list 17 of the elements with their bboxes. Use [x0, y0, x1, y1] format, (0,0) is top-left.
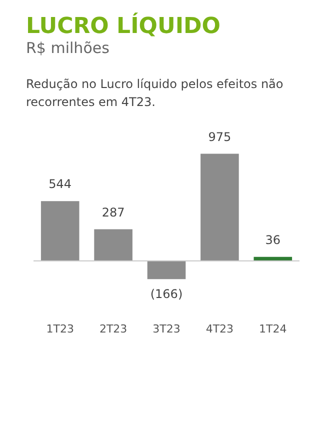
x-tick-label: 2T23 — [99, 322, 128, 336]
data-label: 544 — [48, 177, 72, 192]
chart-subtitle: R$ milhões — [26, 39, 110, 57]
bar — [147, 260, 186, 280]
data-label: 36 — [265, 233, 281, 248]
bar — [200, 154, 239, 261]
data-label: (166) — [150, 287, 183, 302]
data-label: 287 — [102, 205, 125, 220]
bar — [40, 201, 80, 261]
x-tick-label: 1T23 — [46, 322, 74, 336]
x-tick-label: 4T23 — [206, 322, 234, 336]
text: Redução no Lucro líquido pelos efeitos não recorrentes em 4T23. — [26, 76, 284, 111]
bar — [94, 229, 132, 261]
x-tick-label: 3T23 — [152, 322, 180, 336]
data-label: 975 — [208, 130, 232, 144]
chart-title: LUCRO LÍQUIDO — [26, 14, 222, 39]
x-tick-label: 1T24 — [259, 322, 287, 336]
